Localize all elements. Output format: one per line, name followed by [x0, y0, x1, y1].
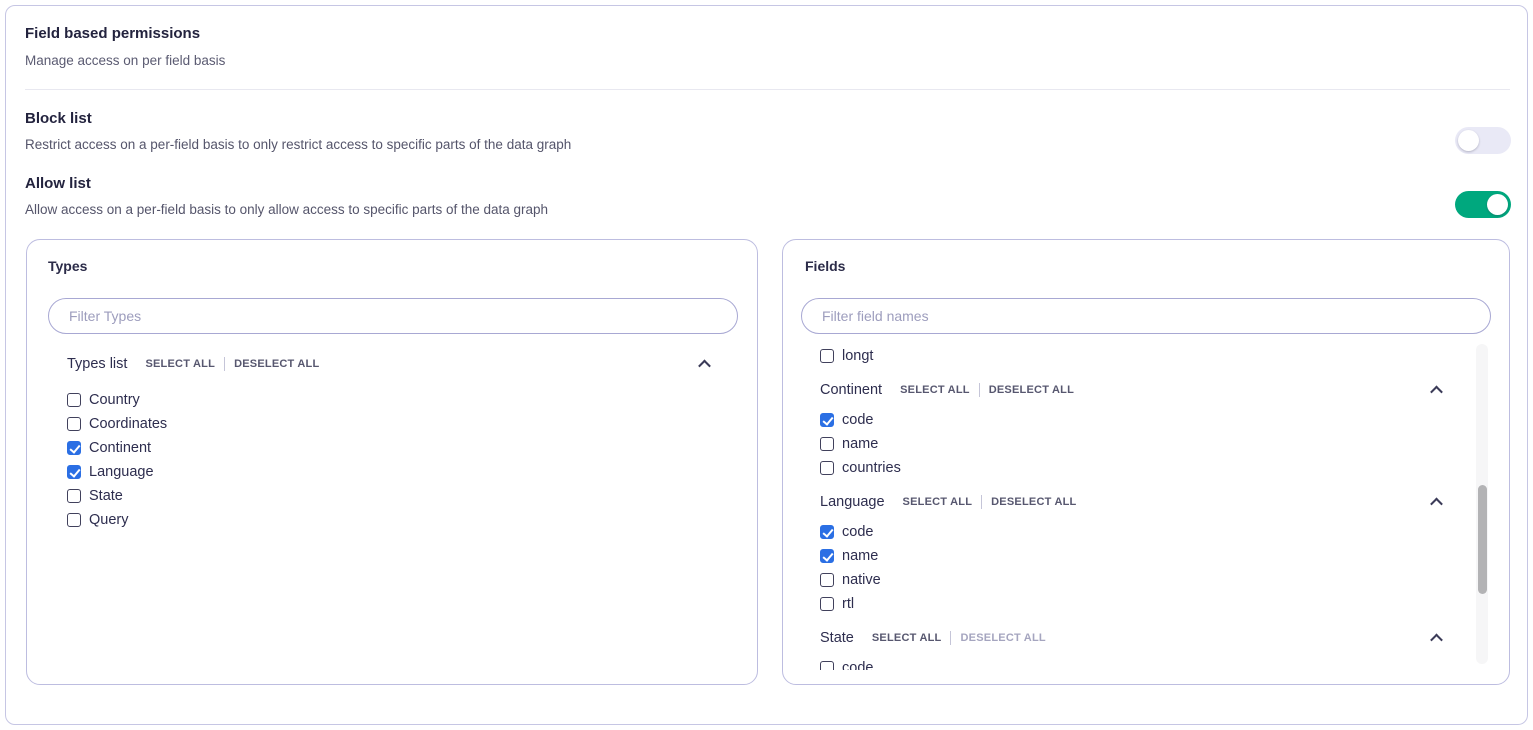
block-list-title: Block list: [25, 110, 92, 127]
checkbox-unchecked[interactable]: [820, 349, 834, 363]
link-separator: [950, 631, 952, 645]
toggle-knob: [1487, 194, 1508, 215]
checkbox-unchecked[interactable]: [67, 417, 81, 431]
select-all-link[interactable]: SELECT ALL: [900, 384, 970, 396]
fields-panel: Fields longt Continent SELECT ALL DESELECT …: [782, 239, 1510, 685]
group-collapse-button[interactable]: [1429, 383, 1443, 398]
checkbox-unchecked[interactable]: [67, 393, 81, 407]
deselect-all-link[interactable]: DESELECT ALL: [960, 632, 1046, 644]
toggle-knob: [1458, 130, 1479, 151]
checkbox-label: Country: [89, 392, 140, 408]
checkbox-row-Country[interactable]: Country: [48, 388, 736, 412]
field-group-label: State: [820, 630, 854, 646]
checkbox-row-Coordinates[interactable]: Coordinates: [48, 412, 736, 436]
checkbox-checked[interactable]: [67, 465, 81, 479]
link-separator: [981, 495, 983, 509]
checkbox-unchecked[interactable]: [820, 437, 834, 451]
checkbox-row-code[interactable]: code: [820, 408, 1443, 432]
checkbox-row-Continent[interactable]: Continent: [48, 436, 736, 460]
select-all-link[interactable]: SELECT ALL: [902, 496, 973, 508]
checkbox-row-State[interactable]: State: [48, 484, 736, 508]
link-separator: [224, 357, 226, 371]
checkbox-label: Language: [89, 464, 154, 480]
chevron-up-icon: [1429, 497, 1443, 510]
checkbox-label: countries: [842, 460, 901, 476]
checkbox-unchecked[interactable]: [820, 661, 834, 670]
fields-checkbox-list: longt Continent SELECT ALL DESELECT ALL code…: [783, 344, 1473, 670]
field-permissions-card: Field based permissions Manage access on…: [5, 5, 1528, 725]
checkbox-row-Query[interactable]: Query: [48, 508, 736, 532]
page-title: Field based permissions: [25, 25, 201, 42]
checkbox-label: Coordinates: [89, 416, 168, 432]
field-group-header-State: State SELECT ALL DESELECT ALL: [820, 626, 1443, 650]
checkbox-unchecked[interactable]: [820, 597, 834, 611]
chevron-up-icon: [697, 359, 711, 372]
types-panel-title: Types: [48, 258, 88, 274]
checkbox-row-name[interactable]: name: [820, 432, 1443, 456]
allow-list-title: Allow list: [25, 175, 91, 192]
fields-scrollbar-track[interactable]: [1476, 344, 1488, 664]
select-all-link[interactable]: SELECT ALL: [871, 632, 942, 644]
page-subtitle: Manage access on per field basis: [25, 53, 226, 68]
types-list-label: Types list: [67, 356, 128, 372]
field-group-label: Continent: [820, 382, 883, 398]
allow-list-description: Allow access on a per-field basis to onl…: [25, 202, 549, 217]
checkbox-unchecked[interactable]: [820, 573, 834, 587]
checkbox-row-code[interactable]: code: [820, 656, 1443, 670]
chevron-up-icon: [1429, 633, 1443, 646]
checkbox-row-countries[interactable]: countries: [820, 456, 1443, 480]
types-list: Types list SELECT ALL DESELECT ALL Count…: [48, 353, 736, 532]
link-separator: [978, 383, 980, 397]
types-select-all-link[interactable]: SELECT ALL: [145, 358, 216, 370]
checkbox-checked[interactable]: [820, 525, 834, 539]
checkbox-row-longt[interactable]: longt: [820, 344, 1443, 368]
checkbox-checked[interactable]: [820, 413, 834, 427]
types-list-group-header: Types list SELECT ALL DESELECT ALL: [48, 353, 736, 375]
fields-panel-title: Fields: [805, 258, 846, 274]
allow-list-toggle[interactable]: [1455, 191, 1511, 218]
field-group-header-Language: Language SELECT ALL DESELECT ALL: [820, 490, 1443, 514]
deselect-all-link[interactable]: DESELECT ALL: [988, 384, 1075, 396]
types-collapse-button[interactable]: [697, 357, 711, 372]
checkbox-unchecked[interactable]: [67, 489, 81, 503]
deselect-all-link[interactable]: DESELECT ALL: [991, 496, 1077, 508]
types-filter-input[interactable]: [48, 298, 738, 334]
fields-scroll-viewport[interactable]: longt Continent SELECT ALL DESELECT ALL code…: [783, 344, 1473, 670]
checkbox-checked[interactable]: [820, 549, 834, 563]
fields-filter-input[interactable]: [801, 298, 1491, 334]
checkbox-label: code: [842, 660, 874, 670]
checkbox-label: rtl: [842, 596, 855, 612]
checkbox-unchecked[interactable]: [820, 461, 834, 475]
checkbox-row-name[interactable]: name: [820, 544, 1443, 568]
checkbox-label: Query: [89, 512, 129, 528]
types-deselect-all-link[interactable]: DESELECT ALL: [234, 358, 320, 370]
checkbox-label: Continent: [89, 440, 152, 456]
group-collapse-button[interactable]: [1429, 495, 1443, 510]
checkbox-row-code[interactable]: code: [820, 520, 1443, 544]
checkbox-label: name: [842, 548, 879, 564]
checkbox-row-rtl[interactable]: rtl: [820, 592, 1443, 616]
types-panel: Types Types list SELECT ALL DESELECT ALL…: [26, 239, 758, 685]
checkbox-label: name: [842, 436, 879, 452]
checkbox-label: native: [842, 572, 881, 588]
group-collapse-button[interactable]: [1429, 631, 1443, 646]
fields-scrollbar-thumb[interactable]: [1478, 485, 1487, 594]
checkbox-label: code: [842, 524, 874, 540]
checkbox-label: code: [842, 412, 874, 428]
header-divider: [25, 89, 1510, 90]
checkbox-label: longt: [842, 348, 874, 364]
checkbox-row-native[interactable]: native: [820, 568, 1443, 592]
checkbox-unchecked[interactable]: [67, 513, 81, 527]
types-checkbox-list: Country Coordinates Continent Language State…: [48, 388, 736, 532]
field-group-label: Language: [820, 494, 885, 510]
field-group-header-Continent: Continent SELECT ALL DESELECT ALL: [820, 378, 1443, 402]
block-list-toggle[interactable]: [1455, 127, 1511, 154]
checkbox-checked[interactable]: [67, 441, 81, 455]
checkbox-row-Language[interactable]: Language: [48, 460, 736, 484]
chevron-up-icon: [1429, 385, 1443, 398]
checkbox-label: State: [89, 488, 123, 504]
block-list-description: Restrict access on a per-field basis to …: [25, 137, 572, 152]
